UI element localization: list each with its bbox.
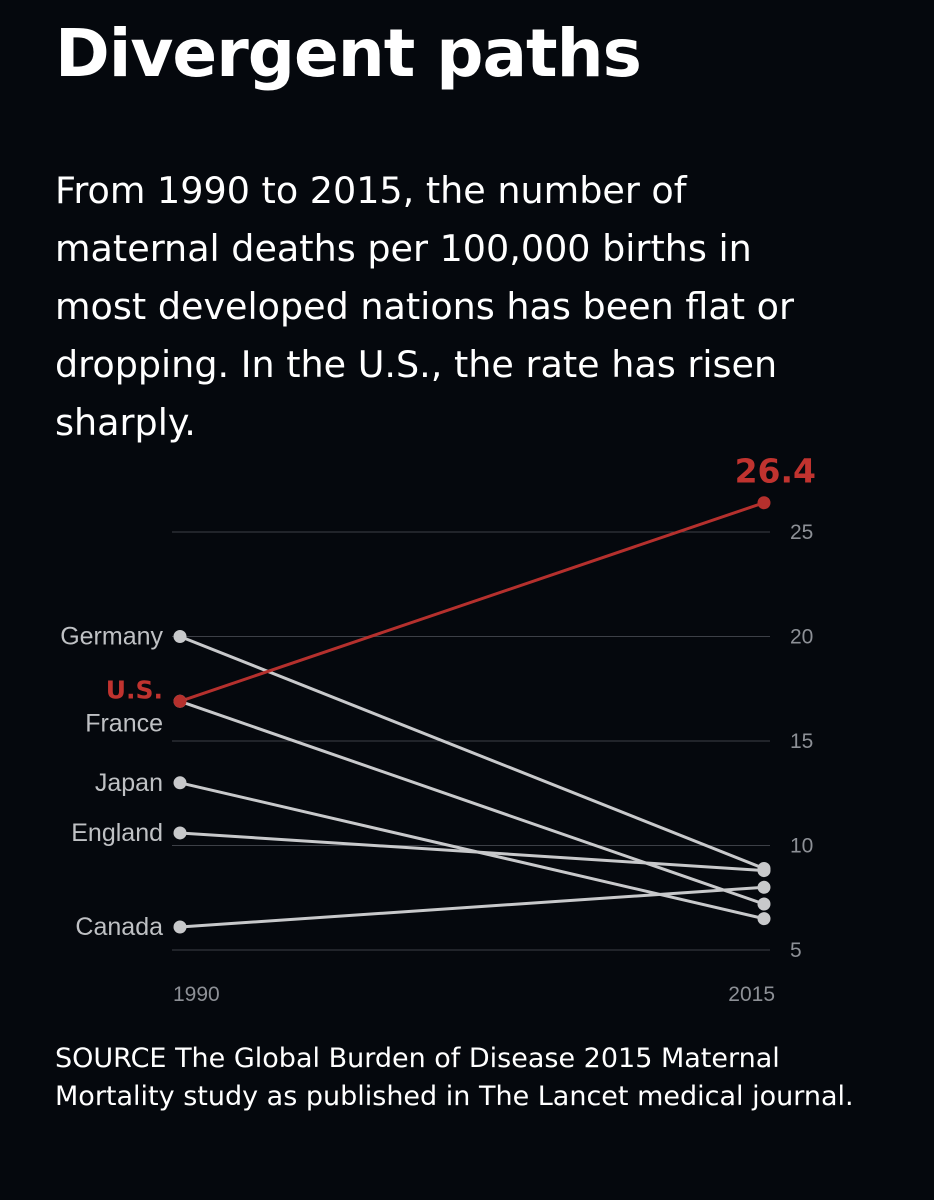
data-point	[173, 920, 187, 934]
source-note: SOURCE The Global Burden of Disease 2015…	[55, 1043, 854, 1112]
grid-layer	[172, 531, 770, 951]
chart-subtitle: From 1990 to 2015, the number of materna…	[55, 169, 794, 444]
data-point	[757, 912, 771, 926]
series-line	[179, 885, 765, 929]
y-tick-label: 25	[790, 521, 813, 544]
y-tick-label: 20	[790, 626, 813, 649]
data-point	[757, 897, 771, 911]
series-label: France	[85, 709, 163, 737]
series-label: Canada	[75, 913, 163, 941]
x-tick-label: 2015	[728, 983, 775, 1006]
data-point	[173, 694, 187, 708]
data-point	[757, 864, 771, 878]
y-tick-label: 15	[790, 730, 813, 753]
series-points	[173, 496, 771, 934]
data-point	[757, 880, 771, 894]
series-line	[179, 501, 765, 703]
chart-title: Divergent paths	[55, 15, 642, 92]
series-labels: Germany U.S. 26.4 France Japan England Canada	[60, 452, 816, 941]
series-label: England	[71, 819, 163, 847]
series-label: Germany	[60, 623, 163, 651]
series-lines	[179, 501, 765, 929]
y-tick-label: 5	[790, 939, 802, 962]
axis-labels: 5 10 15 20 25 1990 2015	[173, 521, 813, 1006]
x-tick-label: 1990	[173, 983, 220, 1006]
data-point	[757, 496, 771, 510]
series-label: U.S.	[106, 675, 163, 704]
series-line	[179, 699, 765, 906]
series-line	[179, 831, 765, 873]
data-point	[173, 630, 187, 643]
series-line	[179, 635, 765, 870]
y-tick-label: 10	[790, 835, 813, 858]
data-point	[173, 826, 187, 840]
data-label: 26.4	[735, 452, 816, 491]
series-label: Japan	[95, 769, 163, 797]
data-point	[173, 776, 187, 790]
